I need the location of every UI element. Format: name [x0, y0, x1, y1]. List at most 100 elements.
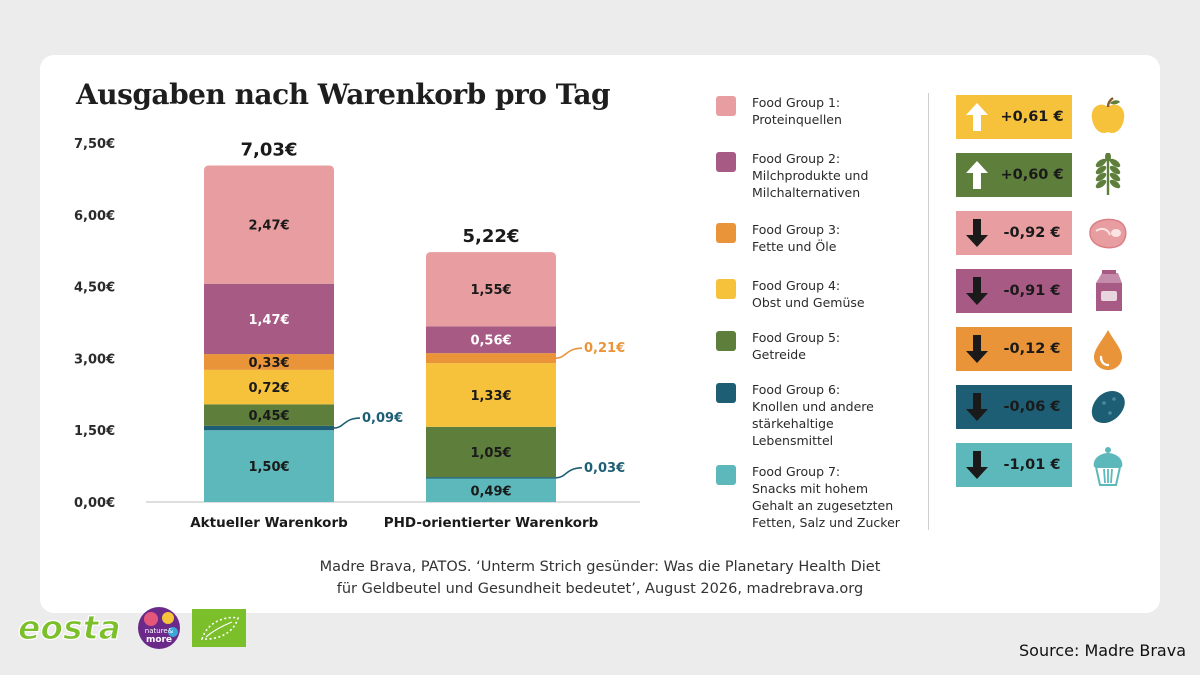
change-box: +0,60 € [956, 153, 1072, 197]
arrow-up-icon [966, 103, 988, 131]
category-label: Aktueller Warenkorb [190, 515, 348, 531]
change-box: -0,91 € [956, 269, 1072, 313]
change-box: -0,06 € [956, 385, 1072, 429]
bar-segment [204, 425, 334, 431]
legend-swatch [716, 279, 736, 299]
arrow-down-icon [966, 393, 988, 421]
potato-icon [1091, 390, 1125, 424]
change-label: +0,60 € [1000, 167, 1064, 183]
change-label: -0,91 € [1003, 283, 1061, 299]
steak-icon [1089, 218, 1127, 249]
bar-segment [204, 404, 334, 426]
legend-label-line: Gehalt an zugesetzten [752, 498, 894, 513]
legend-label-line: Food Group 6: [752, 382, 841, 397]
bar-data-label: 0,49€ [470, 484, 511, 499]
legend-swatch [716, 383, 736, 403]
bar-data-label: 1,33€ [470, 389, 511, 404]
change-label: -0,12 € [1003, 341, 1061, 357]
source-credit: Source: Madre Brava [1019, 641, 1186, 660]
change-box: -1,01 € [956, 443, 1072, 487]
bar-segment [204, 430, 334, 502]
bar-data-label: 0,45€ [248, 409, 289, 424]
eu-organic-leaf-logo [192, 609, 246, 647]
change-box: -0,12 € [956, 327, 1072, 371]
legend-label-line: Milchprodukte und [752, 168, 869, 183]
bar-data-label: 1,47€ [248, 313, 289, 328]
eosta-logo-text: eosta [18, 608, 121, 647]
y-tick-label: 4,50€ [74, 281, 115, 296]
bar-segment [426, 326, 556, 354]
change-label: -0,92 € [1003, 225, 1061, 241]
bar-data-label: 1,05€ [470, 446, 511, 461]
arrow-down-icon [966, 219, 988, 247]
legend-label-line: Proteinquellen [752, 112, 842, 127]
legend-label: Food Group 7: Snacks mit hohem Gehalt an z… [752, 463, 922, 531]
bar-total-label: 7,03€ [241, 139, 298, 160]
legend-label: Food Group 4: Obst und Gemüse [752, 277, 922, 311]
nature-and-more-text-1: nature& [145, 627, 174, 635]
partner-logos: eosta nature& more [17, 607, 246, 649]
bar-segment [426, 478, 556, 502]
bar-segment [426, 426, 556, 478]
callout-label: 0,21€ [584, 341, 625, 356]
legend-label: Food Group 1: Proteinquellen [752, 94, 922, 128]
oil-drop-icon [1094, 330, 1122, 370]
bar-segment [426, 353, 556, 364]
legend-label-line: stärkehaltige [752, 416, 834, 431]
legend-label-line: Food Group 4: [752, 278, 841, 293]
legend-label-line: Snacks mit hohem [752, 481, 868, 496]
nature-and-more-text-2: more [146, 635, 172, 645]
legend-label-line: Lebensmittel [752, 433, 834, 448]
bar-segment [204, 283, 334, 355]
y-tick-label: 6,00€ [74, 209, 115, 224]
bar-data-label: 0,72€ [248, 381, 289, 396]
callout-line [555, 347, 583, 359]
source-note: Madre Brava, PATOS. ‘Unterm Strich gesün… [300, 556, 900, 600]
bar-data-label: 1,55€ [470, 283, 511, 298]
arrow-down-icon [966, 277, 988, 305]
nature-and-more-logo: nature& more [138, 607, 180, 649]
legend-swatch [716, 96, 736, 116]
source-note-line-2: für Geldbeutel und Gesundheit bedeutet’,… [336, 581, 864, 597]
bar-segment [426, 363, 556, 427]
legend-label-line: Food Group 2: [752, 151, 841, 166]
eosta-logo: eosta [17, 607, 121, 647]
legend-label-line: Food Group 5: [752, 330, 841, 345]
arrow-down-icon [966, 451, 988, 479]
callout-line [555, 467, 583, 479]
bar-segment [426, 477, 556, 479]
legend-swatch [716, 223, 736, 243]
legend-swatch [716, 152, 736, 172]
change-box: +0,61 € [956, 95, 1072, 139]
change-label: +0,61 € [1000, 109, 1064, 125]
legend-label: Food Group 5: Getreide [752, 329, 922, 363]
arrow-up-icon [966, 161, 988, 189]
legend-label-line: Food Group 3: [752, 222, 841, 237]
callout-label: 0,09€ [362, 411, 403, 426]
bar-segment [204, 354, 334, 370]
bar-segment [426, 252, 556, 327]
y-tick-label: 1,50€ [74, 424, 115, 439]
bar-data-label: 2,47€ [248, 219, 289, 234]
bar-segment [204, 369, 334, 405]
y-tick-label: 3,00€ [74, 352, 115, 367]
cupcake-icon [1093, 447, 1123, 486]
legend-swatch [716, 331, 736, 351]
legend-label-line: Fette und Öle [752, 239, 837, 254]
bar-total-label: 5,22€ [463, 226, 520, 247]
y-tick-label: 7,50€ [74, 137, 115, 152]
legend-label-line: Food Group 7: [752, 464, 841, 479]
legend-label: Food Group 6: Knollen und andere stärkehal… [752, 381, 922, 449]
milk-carton-icon [1096, 270, 1122, 311]
bar-segment [204, 165, 334, 284]
chart-title: Ausgaben nach Warenkorb pro Tag [76, 78, 611, 111]
stacked-bar-chart: 0,00€ 1,50€ 3,00€ 4,50€ 6,00€ 7,50€ 1,50€ 0,09€… [74, 137, 640, 531]
category-label: PHD-orientierter Warenkorb [384, 515, 599, 531]
legend-swatch [716, 465, 736, 485]
legend-label-line: Obst und Gemüse [752, 295, 865, 310]
arrow-down-icon [966, 335, 988, 363]
legend-label-line: Food Group 1: [752, 95, 841, 110]
legend-label-line: Milchalternativen [752, 185, 861, 200]
y-tick-label: 0,00€ [74, 496, 115, 511]
legend-label-line: Getreide [752, 347, 806, 362]
